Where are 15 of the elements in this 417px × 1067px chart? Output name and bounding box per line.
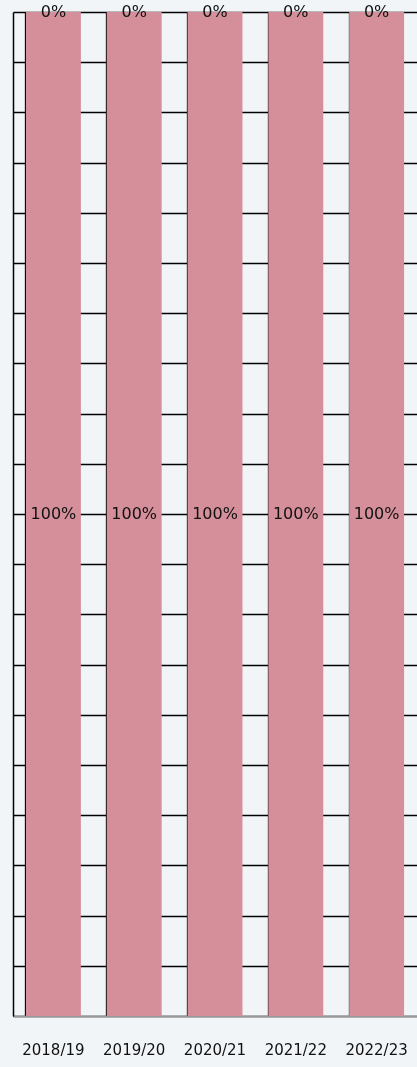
x-tick-label: 2021/22 — [264, 1040, 327, 1059]
data-label: 0% — [40, 2, 67, 21]
data-label: 0% — [363, 2, 390, 21]
data-label: 100% — [111, 504, 158, 523]
x-tick-label: 2022/23 — [345, 1040, 408, 1059]
data-label: 100% — [272, 504, 319, 523]
data-label: 100% — [30, 504, 77, 523]
x-tick-label: 2020/21 — [183, 1040, 247, 1059]
data-label: 100% — [353, 504, 400, 523]
x-tick-label: 2018/19 — [22, 1040, 85, 1059]
data-label: 100% — [192, 504, 238, 523]
x-tick-label: 2019/20 — [103, 1040, 166, 1059]
data-label: 0% — [283, 2, 309, 21]
data-label: 0% — [202, 2, 228, 21]
data-label: 0% — [121, 2, 147, 21]
